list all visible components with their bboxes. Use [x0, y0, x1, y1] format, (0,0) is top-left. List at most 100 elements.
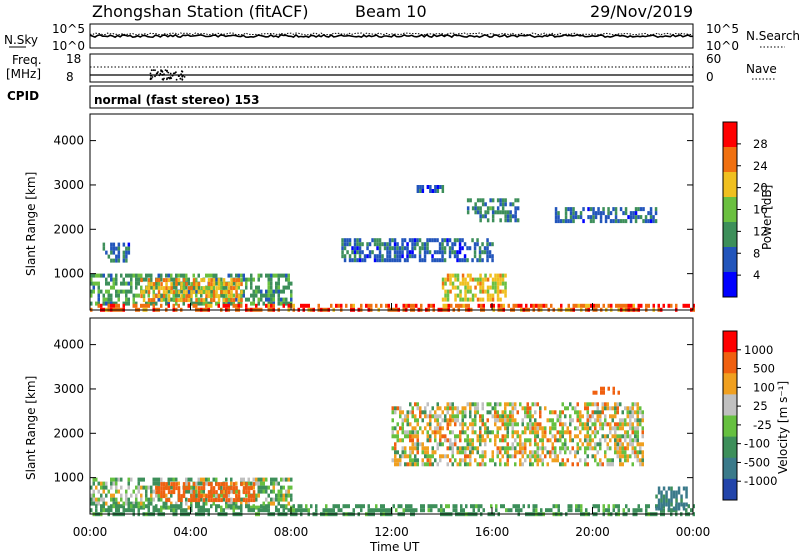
- velocity-cell: [591, 422, 594, 427]
- power-cell: [466, 273, 470, 278]
- velocity-cell: [566, 406, 569, 411]
- velocity-cell: [162, 494, 166, 499]
- velocity-cell: [137, 481, 140, 486]
- velocity-cell: [130, 477, 133, 482]
- velocity-cell: [451, 410, 454, 415]
- velocity-cell: [177, 490, 181, 495]
- velocity-cell: [640, 508, 643, 513]
- velocity-cell: [431, 462, 434, 467]
- power-cell: [430, 303, 433, 308]
- power-cell: [476, 198, 480, 203]
- power-cell: [433, 250, 437, 255]
- velocity-cell: [145, 485, 148, 490]
- velocity-cell: [205, 508, 208, 513]
- power-cell: [582, 303, 585, 308]
- velocity-cell: [185, 501, 188, 506]
- colorbar-tick-label: -100: [744, 437, 770, 451]
- freq-dot: [166, 77, 169, 79]
- power-cell: [212, 278, 216, 283]
- velocity-cell: [524, 442, 527, 447]
- velocity-cell: [619, 418, 622, 423]
- power-cell: [512, 303, 515, 308]
- velocity-cell: [187, 505, 190, 510]
- power-cell: [260, 293, 263, 298]
- velocity-cell: [529, 426, 532, 431]
- power-cell: [165, 301, 168, 306]
- velocity-cell: [559, 462, 562, 467]
- power-cell: [464, 277, 467, 282]
- power-cell: [165, 286, 168, 291]
- velocity-cell: [202, 504, 205, 509]
- velocity-cell: [617, 390, 620, 395]
- velocity-cell: [564, 430, 567, 435]
- power-cell: [207, 301, 210, 306]
- velocity-cell: [634, 450, 637, 455]
- velocity-cell: [416, 430, 419, 435]
- velocity-cell: [142, 501, 145, 506]
- velocity-cell: [272, 477, 275, 482]
- velocity-cell: [107, 489, 110, 494]
- velocity-cell: [657, 498, 661, 503]
- freq-dot: [160, 70, 163, 72]
- velocity-cell: [225, 482, 228, 487]
- velocity-cell: [220, 485, 223, 490]
- velocity-cell: [489, 402, 492, 407]
- velocity-cell: [265, 504, 268, 509]
- velocity-cell: [230, 481, 233, 486]
- velocity-cell: [591, 402, 594, 407]
- velocity-cell: [125, 497, 128, 502]
- velocity-cell: [672, 490, 676, 495]
- velocity-cell: [456, 462, 459, 467]
- velocity-cell: [636, 410, 639, 415]
- velocity-cell: [190, 485, 193, 490]
- velocity-cell: [424, 450, 427, 455]
- power-cell: [180, 298, 183, 303]
- power-cell: [117, 258, 121, 263]
- velocity-cell: [280, 493, 283, 498]
- power-cell: [250, 273, 253, 278]
- velocity-cell: [624, 450, 627, 455]
- velocity-cell: [100, 508, 103, 513]
- power-cell: [127, 246, 131, 251]
- velocity-cell: [416, 402, 419, 407]
- freq-dot: [163, 77, 165, 80]
- velocity-cell: [665, 490, 668, 495]
- velocity-cell: [192, 490, 196, 495]
- velocity-cell: [481, 434, 484, 439]
- power-cell: [172, 285, 175, 290]
- velocity-cell: [170, 490, 173, 495]
- power-cell: [562, 219, 565, 224]
- power-cell: [447, 303, 450, 308]
- power-cell: [100, 303, 103, 308]
- power-cell: [157, 278, 161, 283]
- power-cell: [486, 297, 490, 302]
- power-cell: [481, 289, 485, 294]
- velocity-cell: [621, 418, 624, 423]
- power-cell: [634, 219, 638, 224]
- velocity-cell: [120, 477, 123, 482]
- power-cell: [647, 219, 650, 224]
- power-cell: [142, 294, 146, 299]
- velocity-cell: [569, 438, 572, 443]
- power-cell: [484, 210, 487, 215]
- velocity-cell: [471, 442, 474, 447]
- velocity-cell: [501, 446, 504, 451]
- power-cell: [277, 293, 280, 298]
- power-cell: [494, 273, 497, 278]
- power-cell: [202, 290, 206, 295]
- velocity-cell: [394, 446, 397, 451]
- power-cell: [441, 246, 444, 251]
- power-cell: [240, 303, 243, 308]
- power-cell: [451, 273, 455, 278]
- power-cell: [639, 215, 643, 220]
- velocity-cell: [92, 493, 95, 498]
- velocity-cell: [187, 482, 191, 487]
- power-cell: [260, 273, 263, 278]
- velocity-cell: [190, 489, 193, 494]
- power-cell: [190, 286, 193, 291]
- power-cell: [341, 238, 344, 243]
- velocity-cell: [192, 494, 196, 499]
- power-cell: [481, 242, 484, 247]
- power-cell: [550, 303, 553, 308]
- velocity-cell: [521, 446, 524, 451]
